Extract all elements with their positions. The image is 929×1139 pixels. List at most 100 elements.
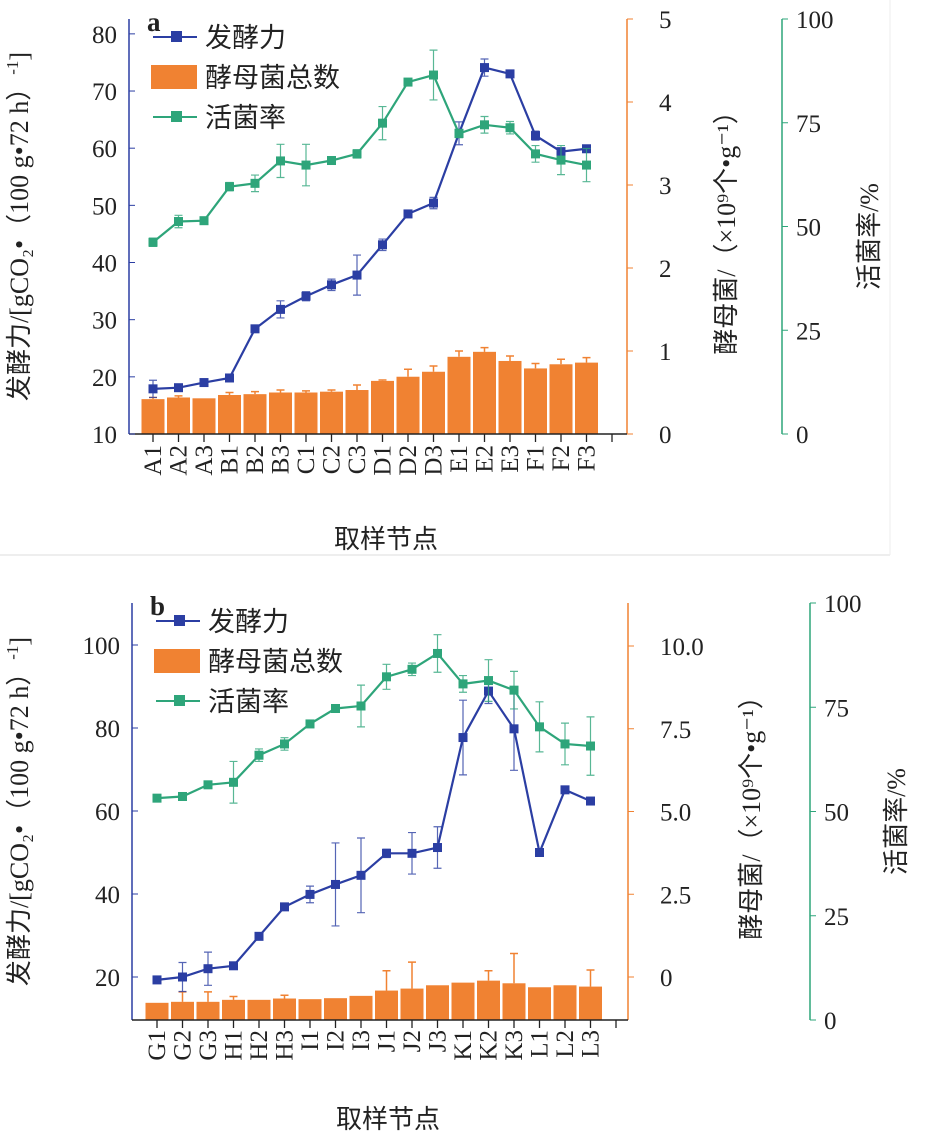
viability-tick-label: 25 [824, 904, 849, 931]
bar-C3 [345, 390, 369, 434]
viability-point-C2 [327, 156, 336, 166]
legend-label: 发酵力 [205, 23, 286, 53]
x-tick-label: L3 [578, 1030, 605, 1058]
viability-point-D3 [429, 70, 438, 80]
viability-point-F2 [556, 155, 566, 165]
legend-viability-marker [174, 695, 185, 706]
bar-error-J1 [382, 969, 391, 991]
bar-error-C2 [327, 389, 336, 392]
viability-tick-label: 75 [796, 111, 821, 138]
x-tick-label: F2 [548, 445, 575, 471]
bar-J2 [400, 988, 424, 1020]
bar-error-J2 [408, 961, 416, 989]
viability-point-J1 [382, 672, 391, 682]
bar-C1 [294, 392, 318, 434]
bar-C2 [320, 391, 343, 434]
fermentation-point-H1 [229, 961, 238, 971]
viability-tick-label: 100 [796, 7, 834, 34]
viability-point-J3 [433, 648, 442, 658]
bar-I2 [324, 998, 347, 1020]
x-tick-label: A2 [166, 445, 193, 476]
viability-point-C3 [352, 149, 362, 159]
yeast-tick-label: 5 [659, 7, 672, 34]
yeast-axis-title: 酵母菌/（×10⁹个•g⁻¹） [737, 683, 766, 940]
left-tick-label: 40 [92, 251, 117, 278]
left-tick-label: 20 [95, 965, 120, 992]
bar-I3 [349, 995, 373, 1020]
viability-axis-title: 活菌率/% [855, 183, 884, 290]
legend-yeast-swatch [154, 649, 200, 673]
bar-H3 [273, 998, 296, 1020]
left-tick-label: 60 [92, 136, 117, 163]
x-tick-label: C2 [319, 445, 346, 474]
x-tick-label: J2 [399, 1030, 426, 1052]
viability-tick-label: 50 [824, 800, 849, 827]
viability-point-J2 [407, 664, 417, 674]
bar-error-E1 [455, 350, 463, 357]
yeast-tick-label: 1 [659, 339, 672, 366]
viability-point-A2 [174, 217, 183, 227]
bar-error-C3 [353, 384, 361, 391]
x-tick-label: C3 [344, 445, 371, 474]
bar-error-E2 [480, 346, 489, 352]
viability-axis-title: 活菌率/% [882, 768, 911, 875]
fermentation-point-D2 [403, 209, 413, 219]
viability-point-H2 [254, 750, 264, 760]
viability-tick-label: 0 [824, 1008, 837, 1035]
bar-B2 [243, 394, 267, 434]
viability-point-D1 [378, 118, 387, 128]
fermentation-point-I1 [305, 889, 315, 899]
bar-L2 [553, 985, 577, 1020]
fermentation-point-I3 [356, 870, 366, 880]
viability-point-I2 [331, 704, 340, 714]
fermentation-point-G1 [152, 975, 162, 985]
yeast-tick-label: 0 [660, 965, 673, 992]
x-tick-label: K3 [501, 1030, 528, 1061]
x-tick-label: I1 [297, 1030, 324, 1051]
fermentation-point-A1 [148, 384, 158, 394]
legend-fermentation-marker [171, 31, 182, 42]
bar-E3 [498, 360, 522, 434]
x-tick-label: I2 [323, 1030, 350, 1051]
fermentation-line [156, 688, 591, 981]
bar-D1 [371, 380, 394, 434]
left-tick-label: 10 [92, 422, 117, 449]
bar-F2 [549, 364, 573, 434]
fermentation-point-E2 [480, 63, 489, 73]
yeast-tick-label: 2.5 [660, 882, 691, 909]
bar-error-B3 [276, 389, 285, 393]
viability-point-K2 [484, 676, 493, 686]
x-tick-label: F3 [574, 445, 601, 471]
bar-I1 [298, 999, 322, 1020]
bar-K1 [451, 982, 475, 1020]
fermentation-point-K1 [458, 733, 468, 743]
bar-K2 [477, 980, 500, 1020]
viability-point-L1 [535, 722, 544, 732]
yeast-tick-label: 5.0 [660, 800, 691, 827]
fermentation-point-K3 [509, 724, 519, 734]
viability-point-G3 [203, 780, 213, 790]
viability-point-K1 [458, 679, 468, 689]
yeast-tick-label: 3 [659, 173, 672, 200]
bar-error-H3 [280, 994, 289, 999]
yeast-tick-label: 2 [659, 256, 672, 283]
x-tick-label: H1 [221, 1030, 248, 1061]
bar-B3 [269, 392, 292, 434]
fermentation-point-B2 [250, 324, 260, 334]
legend-label: 活菌率 [205, 103, 286, 133]
fermentation-point-C2 [327, 280, 336, 290]
x-tick-label: B3 [268, 445, 295, 474]
bar-error-L3 [586, 969, 595, 987]
yeast-axis-title: 酵母菌/（×10⁹个•g⁻¹） [712, 98, 741, 355]
fermentation-point-D3 [429, 198, 438, 208]
bar-error-A2 [174, 395, 183, 398]
fermentation-point-I2 [331, 879, 340, 889]
x-tick-label: E2 [472, 445, 499, 473]
fermentation-point-L1 [535, 848, 544, 857]
bar-error-F3 [582, 356, 591, 363]
bar-error-K3 [510, 952, 518, 984]
fermentation-point-J1 [382, 848, 391, 858]
fermentation-point-H2 [254, 931, 264, 941]
viability-point-L3 [586, 741, 595, 751]
